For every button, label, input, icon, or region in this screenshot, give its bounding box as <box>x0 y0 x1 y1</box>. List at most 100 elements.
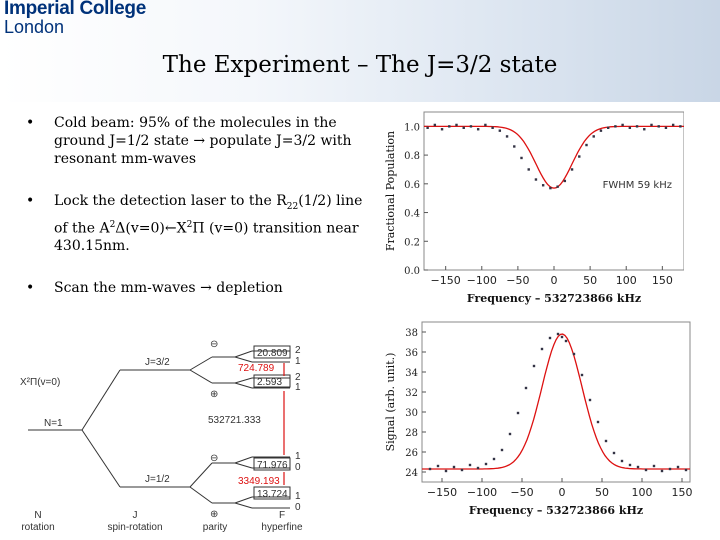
y-tick-label: 28 <box>405 428 418 439</box>
fwhm-annotation: FWHM 59 kHz <box>603 180 672 191</box>
bullet-mark: • <box>26 280 35 297</box>
upper-low: 2.593 <box>257 377 282 388</box>
lower-high: 71.976 <box>257 460 288 471</box>
data-point <box>628 126 632 129</box>
f-value: 2 <box>295 372 301 383</box>
bullet-1: • Cold beam: 95% of the molecules in the… <box>26 114 376 168</box>
column-label: J <box>133 510 138 521</box>
data-point <box>440 128 444 131</box>
f-value: 0 <box>295 502 301 513</box>
state-label: X²Π(v=0) <box>20 377 60 388</box>
data-point <box>684 468 688 472</box>
imperial-logo: Imperial College London <box>4 0 146 36</box>
fit-curve <box>424 125 684 189</box>
plot-frame <box>423 111 684 271</box>
data-point <box>469 125 473 128</box>
data-point <box>570 168 574 171</box>
data-point <box>500 448 504 452</box>
data-point <box>448 125 451 128</box>
logo-line-2: London <box>4 17 65 37</box>
j-lower-label: J=1/2 <box>145 474 170 485</box>
data-point <box>599 129 603 132</box>
x-axis-label: Frequency – 532723866 kHz <box>469 504 643 517</box>
data-point <box>580 373 584 377</box>
f-value: 0 <box>295 462 301 473</box>
data-point <box>643 128 646 131</box>
data-point <box>644 468 648 472</box>
y-tick-label: 34 <box>405 368 418 379</box>
data-point <box>534 178 538 181</box>
x-tick-label: −50 <box>506 274 529 287</box>
data-point <box>621 123 624 127</box>
data-point <box>564 339 568 343</box>
parity-plus-lower: ⊕ <box>210 509 218 520</box>
arrow-left-icon: ← <box>164 220 177 237</box>
y-tick-label: 32 <box>405 388 418 399</box>
y-tick-label: 30 <box>405 408 418 419</box>
data-point <box>532 364 536 368</box>
data-point <box>433 123 437 127</box>
bullet-text: Lock the detection laser to the R22(1/2)… <box>54 193 363 255</box>
x-tick-label: −50 <box>510 486 533 499</box>
data-point <box>614 125 617 128</box>
bullet-text: Scan the mm-waves → depletion <box>54 280 283 297</box>
column-label: rotation <box>21 522 54 533</box>
data-point <box>484 123 487 127</box>
data-point <box>476 466 480 470</box>
x-tick-label: −100 <box>467 274 497 287</box>
data-point <box>428 467 432 471</box>
data-point <box>668 467 672 471</box>
plot-frame <box>421 321 691 483</box>
data-point <box>505 135 509 138</box>
data-point <box>657 125 660 128</box>
data-point <box>596 420 600 424</box>
bullet-mark: • <box>26 115 35 131</box>
data-point <box>549 186 552 190</box>
data-point <box>541 184 545 187</box>
x-tick-label: 100 <box>632 486 653 499</box>
transition-frequency: 532721.333 <box>208 415 261 426</box>
data-point <box>484 462 488 466</box>
f-value: 2 <box>295 345 301 356</box>
y-tick-label: 1.0 <box>404 122 420 133</box>
data-point <box>508 432 512 436</box>
energy-level-diagram: X²Π(v=0) N=1 J=3/2 J=1/2 20.809 2.593 71… <box>20 339 303 533</box>
y-tick-label: 0.0 <box>404 266 420 277</box>
data-point <box>520 156 523 160</box>
data-point <box>585 143 588 147</box>
lower-gap: 3349.193 <box>238 476 280 487</box>
data-point <box>540 347 544 351</box>
data-point <box>426 126 429 129</box>
data-point <box>676 465 680 469</box>
y-tick-label: 36 <box>405 348 418 359</box>
arrow-right-icon: → <box>193 133 206 149</box>
data-point <box>664 126 668 129</box>
data-point <box>452 465 456 469</box>
bullet-list: • Cold beam: 95% of the molecules in the… <box>26 114 376 321</box>
data-point <box>436 464 440 468</box>
x-tick-label: 50 <box>583 274 597 287</box>
j-upper-label: J=3/2 <box>145 357 170 368</box>
data-point <box>578 155 581 158</box>
data-point <box>498 129 502 132</box>
data-point <box>588 398 592 402</box>
slide-title: The Experiment – The J=3/2 state <box>162 52 558 78</box>
data-point <box>468 463 472 467</box>
data-point <box>671 123 675 127</box>
f-value: 1 <box>295 382 301 393</box>
x-tick-label: 0 <box>551 274 558 287</box>
data-point <box>679 125 682 128</box>
data-point <box>516 411 520 415</box>
bullet-3: • Scan the mm-waves → depletion <box>26 279 376 297</box>
fit-curve <box>422 333 690 470</box>
data-point <box>606 126 610 129</box>
bullet-mark: • <box>26 193 35 209</box>
data-point <box>572 352 576 356</box>
data-point <box>460 468 464 472</box>
parity-minus-lower: ⊖ <box>210 453 218 464</box>
data-point <box>592 135 595 138</box>
data-point <box>524 386 528 390</box>
data-point <box>513 145 516 148</box>
data-point <box>628 463 632 467</box>
lower-low: 13.724 <box>257 489 288 500</box>
